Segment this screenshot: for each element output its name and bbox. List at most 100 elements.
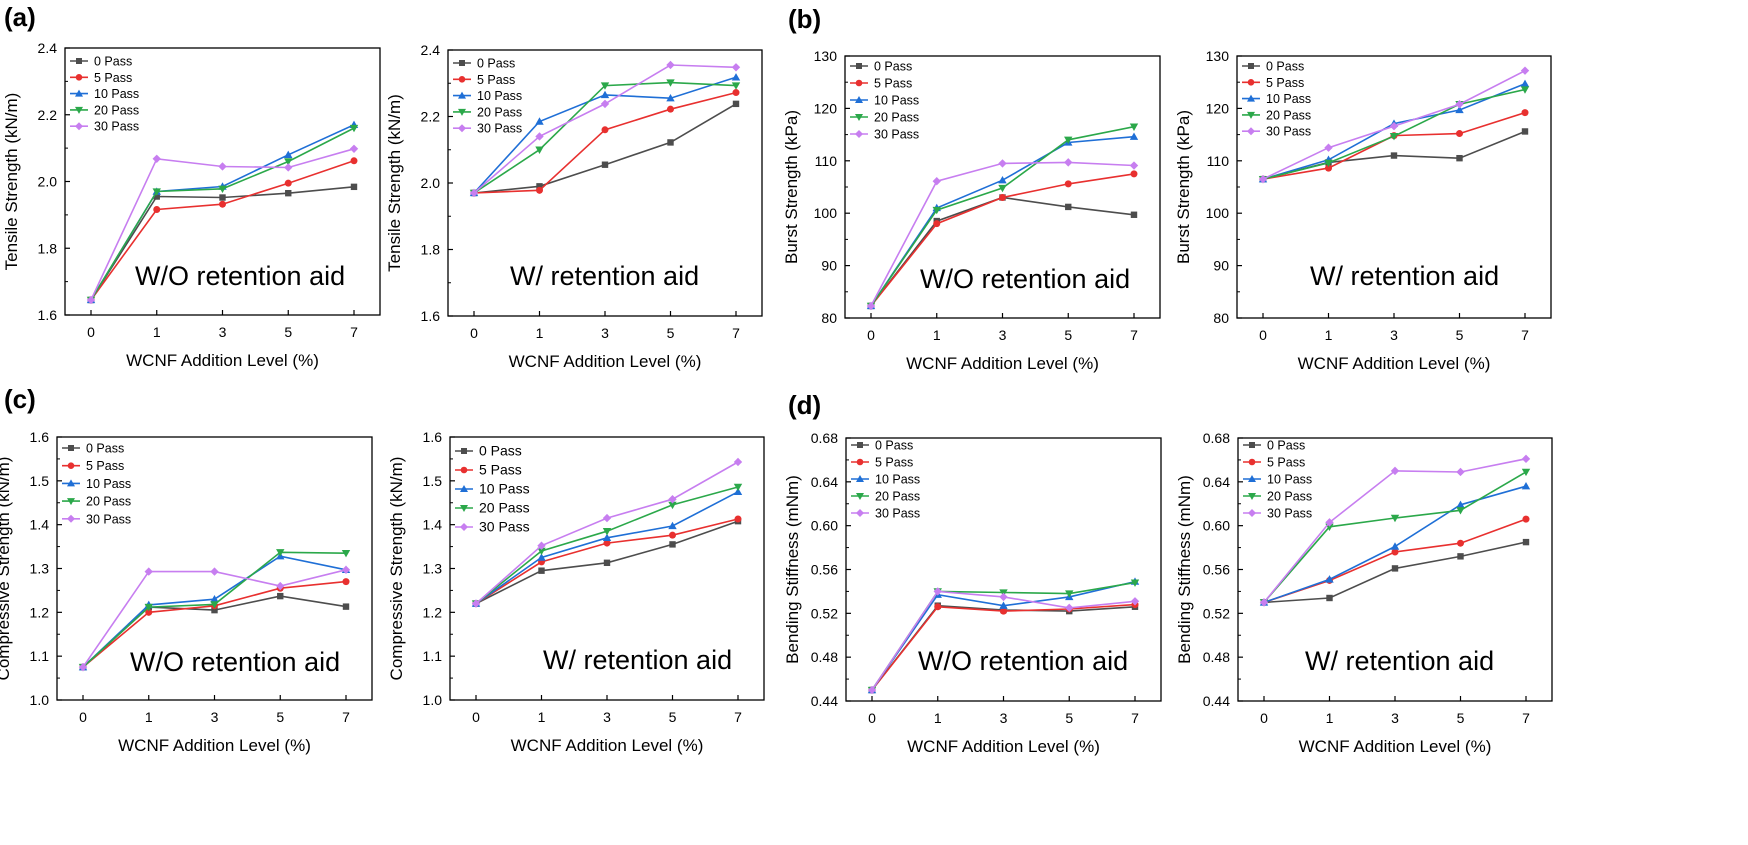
point-5-pass-legend <box>458 76 466 83</box>
point-5-pass-2 <box>999 193 1006 201</box>
legend-entry: 20 Pass <box>477 105 522 119</box>
x-tick-label: 7 <box>1131 710 1139 726</box>
legend-entry: 30 Pass <box>479 519 530 535</box>
y-tick-label: 110 <box>815 153 838 169</box>
x-tick-label: 7 <box>1521 327 1529 343</box>
panel-label-b: (b) <box>788 4 822 34</box>
point-30-pass-0 <box>1259 598 1269 607</box>
y-tick-label: 90 <box>821 258 837 274</box>
point-30-pass-legend <box>458 124 466 133</box>
point-10-pass-2 <box>1390 542 1400 550</box>
point-0-pass-legend <box>856 63 862 69</box>
point-0-pass-legend <box>68 445 74 451</box>
x-axis-label: WCNF Addition Level (%) <box>1298 354 1491 373</box>
chart-annotation: W/ retention aid <box>1305 646 1494 676</box>
y-axis-label: Tensile Strength (kN/m) <box>385 94 404 272</box>
point-5-pass-legend <box>1248 458 1256 466</box>
y-tick-label: 0.68 <box>1203 430 1230 446</box>
point-10-pass-2 <box>602 533 612 542</box>
point-30-pass-1 <box>1325 518 1334 527</box>
point-20-pass-legend <box>458 108 466 116</box>
legend-entry: 0 Pass <box>94 55 132 69</box>
y-tick-label: 130 <box>1206 48 1230 64</box>
point-5-pass-2 <box>1391 548 1399 556</box>
point-20-pass-4 <box>1520 86 1530 94</box>
x-tick-label: 7 <box>734 709 742 725</box>
x-tick-label: 0 <box>1259 327 1267 343</box>
point-20-pass-3 <box>1456 507 1465 515</box>
point-5-pass-1 <box>934 603 942 611</box>
point-20-pass-4 <box>1129 123 1139 131</box>
y-tick-label: 1.8 <box>38 240 58 256</box>
legend-entry: 0 Pass <box>1267 439 1305 453</box>
y-tick-label: 80 <box>821 310 837 326</box>
point-0-pass-4 <box>1521 128 1529 135</box>
point-30-pass-0 <box>78 662 88 672</box>
x-axis-label: WCNF Addition Level (%) <box>118 736 311 755</box>
point-10-pass-legend <box>67 479 75 487</box>
x-axis-label: WCNF Addition Level (%) <box>1299 737 1492 756</box>
point-20-pass-legend <box>67 498 75 506</box>
point-5-pass-4 <box>734 515 742 523</box>
point-20-pass-legend <box>460 505 468 512</box>
point-0-pass-1 <box>153 193 160 200</box>
point-20-pass-1 <box>152 188 161 196</box>
y-tick-label: 1.4 <box>30 517 50 533</box>
y-axis-label: Burst Strength (kPa) <box>782 110 801 264</box>
point-0-pass-3 <box>285 189 292 197</box>
chart-annotation: W/O retention aid <box>135 261 345 291</box>
point-5-pass-3 <box>284 179 292 187</box>
point-30-pass-3 <box>276 581 285 591</box>
y-tick-label: 100 <box>1206 205 1230 221</box>
y-tick-label: 2.2 <box>38 107 58 123</box>
series-line-5-pass <box>1263 518 1527 604</box>
point-0-pass-3 <box>1065 203 1072 211</box>
point-10-pass-legend <box>1248 475 1256 482</box>
point-30-pass-1 <box>932 177 941 186</box>
y-axis-label: Bending Stiffness (mNm) <box>783 475 802 664</box>
point-5-pass-2 <box>603 539 611 547</box>
point-5-pass-legend <box>856 458 864 466</box>
point-0-pass-legend <box>1248 63 1254 69</box>
x-tick-label: 0 <box>868 710 876 726</box>
x-tick-label: 1 <box>145 709 153 725</box>
y-tick-label: 80 <box>1213 310 1229 326</box>
y-tick-label: 100 <box>814 205 838 221</box>
point-30-pass-0 <box>86 295 96 305</box>
point-20-pass-1 <box>537 547 546 556</box>
x-tick-label: 0 <box>867 327 875 343</box>
legend-entry: 20 Pass <box>1267 490 1312 504</box>
point-20-pass-2 <box>210 601 219 609</box>
point-30-pass-1 <box>537 541 546 550</box>
legend-entry: 5 Pass <box>875 456 913 470</box>
point-0-pass-legend <box>1249 442 1255 448</box>
chart-6: 1.0 1.1 1.2 1.3 1.4 1.5 1.6 0 1 3 5 7 WCNF Addition … <box>387 429 765 755</box>
point-30-pass-4 <box>349 144 359 153</box>
x-tick-label: 0 <box>472 709 480 725</box>
y-tick-label: 130 <box>814 48 838 64</box>
point-5-pass-4 <box>732 89 740 97</box>
point-5-pass-3 <box>1457 539 1464 547</box>
point-30-pass-3 <box>1456 467 1465 477</box>
point-30-pass-1 <box>152 154 161 164</box>
point-30-pass-3 <box>1065 603 1074 613</box>
y-tick-label: 1.1 <box>423 648 443 664</box>
point-10-pass-legend <box>458 91 466 99</box>
y-tick-label: 2.2 <box>421 109 441 125</box>
point-30-pass-2 <box>999 592 1008 602</box>
point-0-pass-3 <box>667 139 674 146</box>
point-5-pass-1 <box>1325 164 1332 172</box>
panel-label-c: (c) <box>4 384 36 414</box>
point-5-pass-3 <box>1456 130 1463 138</box>
point-5-pass-4 <box>350 157 358 165</box>
chart-annotation: W/O retention aid <box>918 646 1128 676</box>
point-0-pass-3 <box>1457 553 1464 560</box>
x-tick-label: 5 <box>1064 327 1072 343</box>
point-5-pass-4 <box>342 578 350 586</box>
y-axis-label: Burst Strength (kPa) <box>1174 110 1193 264</box>
point-0-pass-4 <box>1130 211 1138 218</box>
legend-entry: 20 Pass <box>1266 108 1311 122</box>
y-tick-label: 1.1 <box>30 648 50 664</box>
legend-entry: 30 Pass <box>1266 125 1311 139</box>
legend-entry: 0 Pass <box>875 439 913 453</box>
